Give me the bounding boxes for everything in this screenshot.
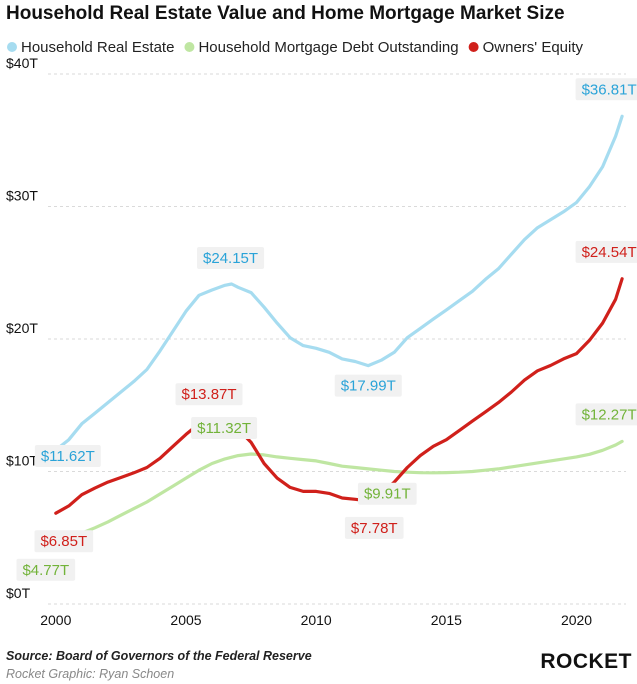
legend-marker-1: [184, 42, 195, 52]
data-labels: $11.62T $24.15T $17.99T $36.81T $4.77T $11.32…: [16, 78, 637, 581]
x-tick-label-1: 2005: [170, 612, 201, 628]
data-label-2-0: $6.85T: [34, 530, 94, 553]
data-label-bg: [334, 374, 402, 397]
y-tick-label-4: $40T: [6, 55, 38, 71]
legend-marker-2: [468, 42, 479, 52]
data-label-2-1: $13.87T: [175, 383, 243, 406]
data-label-1-1: $11.32T: [191, 417, 258, 440]
source-note: Source: Board of Governors of the Federa…: [6, 649, 312, 663]
data-label-bg: [344, 516, 404, 539]
x-tick-label-2: 2010: [301, 612, 332, 628]
credit-note: Rocket Graphic: Ryan Schoen: [6, 667, 174, 681]
data-label-0-1: $24.15T: [197, 247, 265, 270]
series-line-2: [54, 277, 624, 515]
data-label-bg: [175, 383, 243, 406]
chart-title: Household Real Estate Value and Home Mor…: [6, 3, 565, 24]
grid: [48, 73, 626, 605]
data-label-1-3: $12.27T: [575, 403, 637, 426]
y-tick-label-3: $30T: [6, 188, 38, 204]
data-label-bg: [197, 247, 265, 270]
data-label-bg: [16, 558, 76, 581]
data-label-1-2: $9.91T: [357, 482, 417, 505]
x-tick-label-3: 2015: [431, 612, 462, 628]
data-label-0-0: $11.62T: [34, 445, 101, 468]
data-label-0-2: $17.99T: [334, 374, 402, 397]
legend-label-0: Household Real Estate: [21, 39, 174, 56]
legend-marker-0: [7, 42, 17, 52]
data-label-2-3: $24.54T: [575, 240, 637, 263]
data-label-text: $12.27T: [582, 406, 637, 423]
data-label-text: $36.81T: [582, 81, 637, 98]
data-label-bg: [357, 482, 417, 505]
data-label-text: $24.15T: [203, 250, 258, 267]
data-label-text: $4.77T: [22, 562, 69, 579]
x-axis: 2000 2005 2010 2015 2020: [40, 612, 592, 628]
data-label-text: $13.87T: [182, 386, 237, 403]
data-label-text: $24.54T: [582, 244, 637, 261]
data-label-text: $11.32T: [197, 420, 251, 437]
series-lines: [54, 114, 624, 543]
data-label-bg: [575, 240, 637, 263]
y-axis: $0T $10T $20T $30T $40T: [6, 55, 38, 601]
data-label-bg: [575, 403, 637, 426]
series-line-1: [54, 439, 624, 543]
x-tick-label-0: 2000: [40, 612, 71, 628]
legend: Household Real Estate Household Mortgage …: [7, 39, 584, 56]
data-label-text: $7.78T: [351, 520, 398, 537]
data-label-bg: [34, 530, 94, 553]
data-label-bg: [575, 78, 637, 101]
series-line-0: [54, 114, 624, 452]
data-label-text: $9.91T: [364, 486, 411, 503]
x-tick-label-4: 2020: [561, 612, 592, 628]
y-tick-label-0: $0T: [6, 585, 31, 601]
legend-label-1: Household Mortgage Debt Outstanding: [198, 39, 458, 56]
data-label-bg: [191, 417, 258, 440]
data-label-1-0: $4.77T: [16, 558, 76, 581]
y-tick-label-1: $10T: [6, 453, 38, 469]
y-tick-label-2: $20T: [6, 320, 38, 336]
data-label-bg: [34, 445, 101, 468]
data-label-text: $6.85T: [40, 533, 87, 550]
data-label-text: $11.62T: [41, 448, 95, 465]
data-label-text: $17.99T: [341, 378, 396, 395]
brand-logo-text: ROCKET: [540, 650, 632, 673]
rocket-logo: ROCKET: [540, 650, 632, 673]
data-label-0-3: $36.81T: [575, 78, 637, 101]
legend-label-2: Owners' Equity: [483, 39, 584, 56]
data-label-2-2: $7.78T: [344, 516, 404, 539]
